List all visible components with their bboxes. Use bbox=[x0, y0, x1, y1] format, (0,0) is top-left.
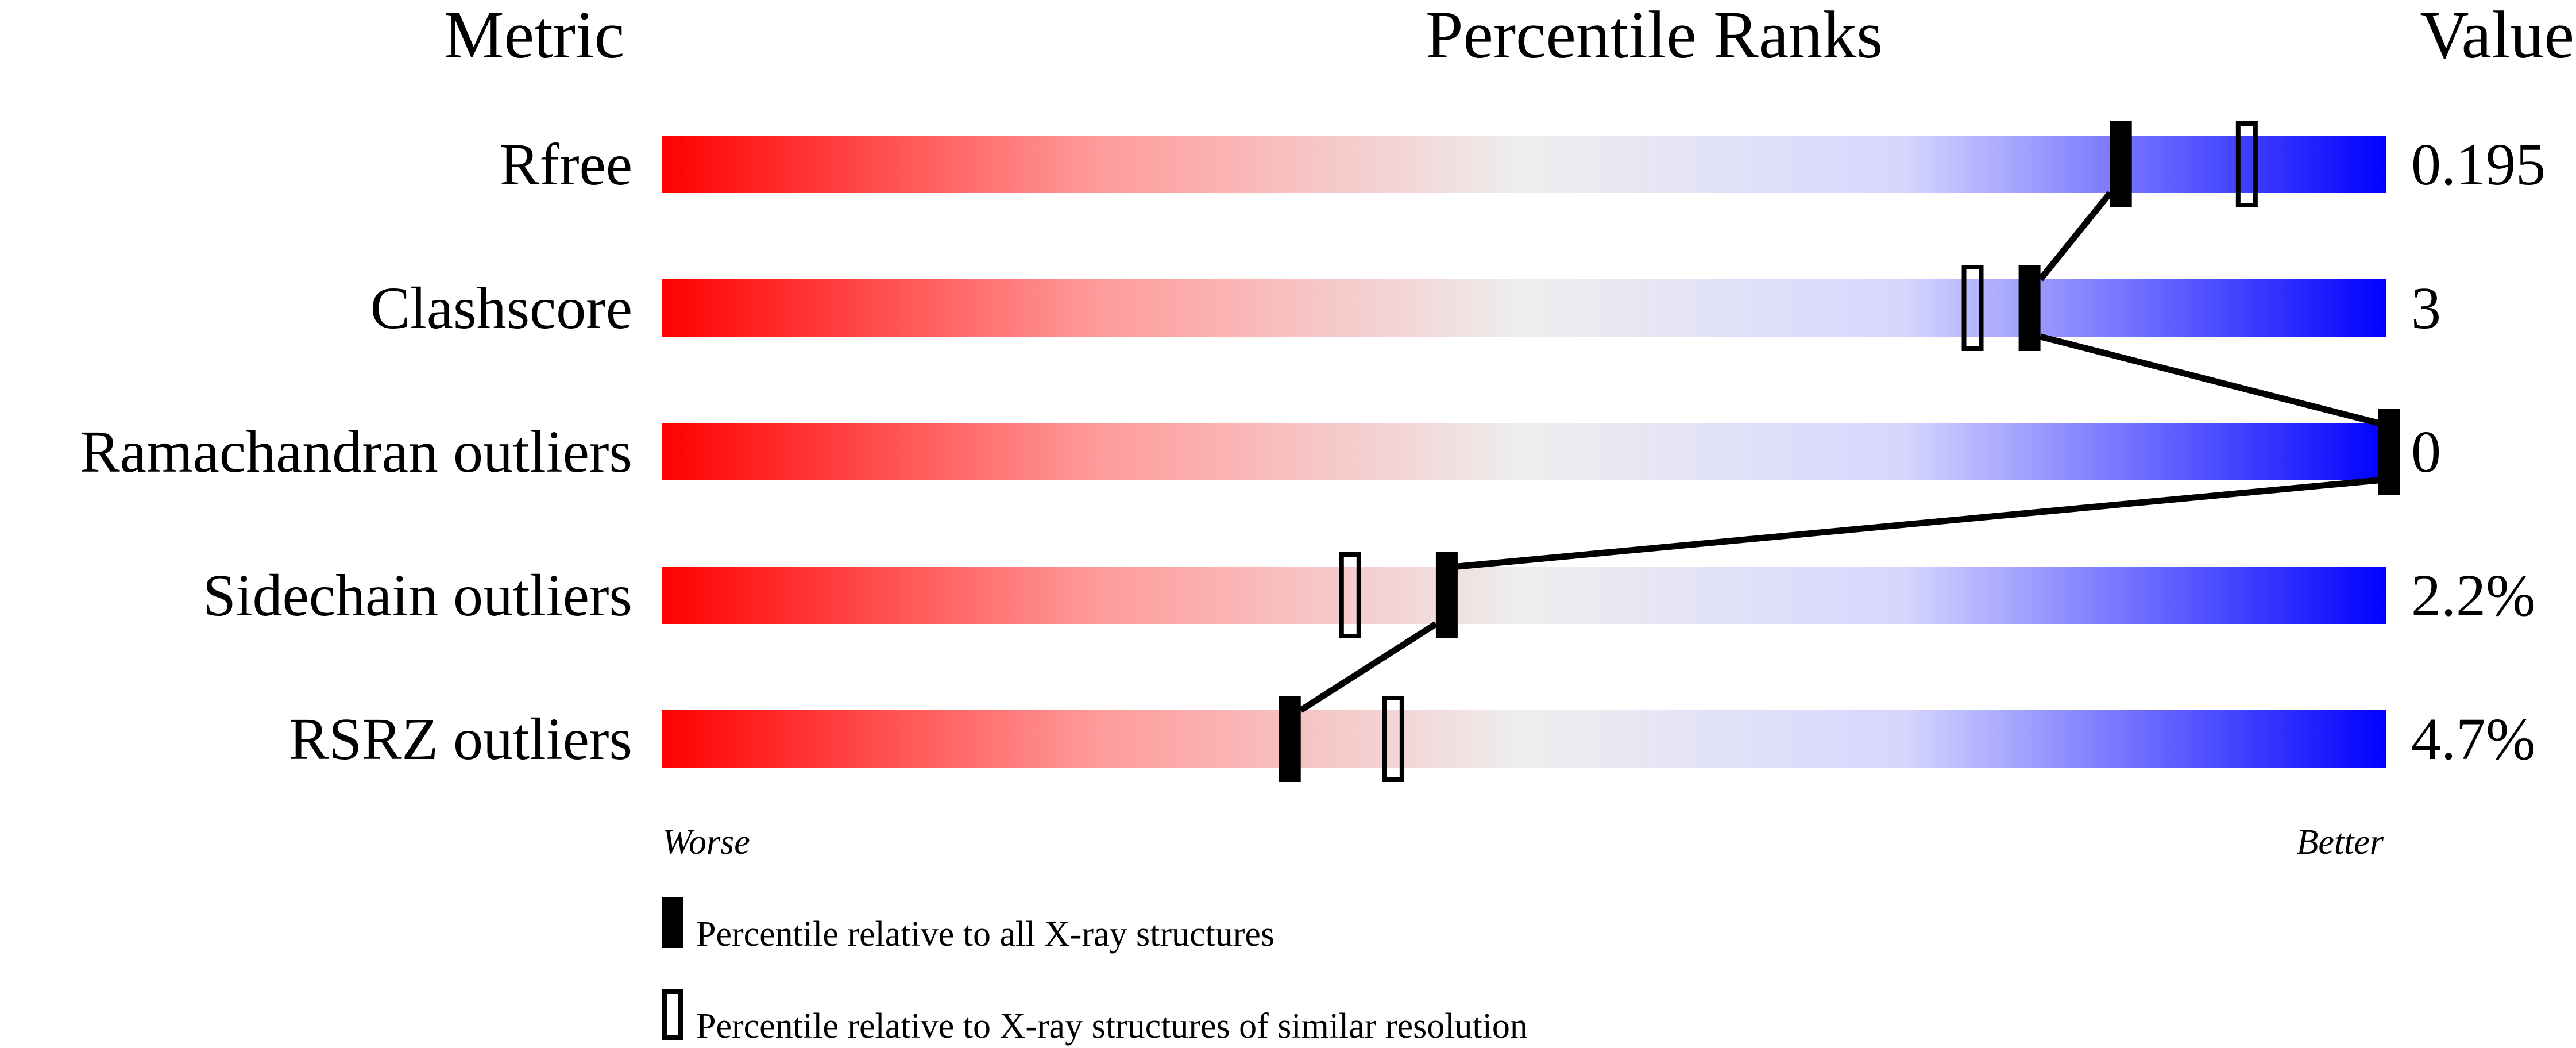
marker-all-structures bbox=[2378, 409, 2400, 495]
legend-label-similar: Percentile relative to X-ray structures … bbox=[696, 1007, 1528, 1046]
connector-line bbox=[2038, 191, 2112, 282]
metric-value: 4.7% bbox=[2411, 706, 2536, 772]
metric-value: 0 bbox=[2411, 419, 2441, 485]
marker-all-structures bbox=[2018, 265, 2041, 351]
metric-label: RSRZ outliers bbox=[289, 706, 632, 772]
metric-label: Sidechain outliers bbox=[203, 562, 632, 629]
connector-line bbox=[2040, 333, 2379, 426]
connector-line bbox=[1299, 621, 1438, 713]
legend-open-marker-icon bbox=[662, 989, 683, 1040]
metric-label: Rfree bbox=[500, 132, 632, 198]
percentile-bar bbox=[662, 136, 2386, 193]
legend-filled-marker-icon bbox=[662, 897, 683, 948]
percentile-ranks-header: Percentile Ranks bbox=[1426, 0, 1883, 72]
connector-line bbox=[1457, 477, 2378, 570]
value-header: Value bbox=[2420, 0, 2574, 72]
metric-value: 2.2% bbox=[2411, 562, 2536, 629]
metric-value: 0.195 bbox=[2411, 132, 2546, 198]
percentile-bar bbox=[662, 710, 2386, 768]
metric-header: Metric bbox=[444, 0, 625, 72]
marker-similar-resolution bbox=[1382, 696, 1404, 782]
marker-all-structures bbox=[2110, 121, 2132, 207]
legend-label-all: Percentile relative to all X-ray structu… bbox=[696, 915, 1275, 954]
metric-value: 3 bbox=[2411, 275, 2441, 341]
marker-similar-resolution bbox=[1339, 552, 1361, 638]
marker-all-structures bbox=[1279, 696, 1301, 782]
marker-all-structures bbox=[1435, 552, 1458, 638]
better-label: Better bbox=[2297, 823, 2384, 862]
marker-similar-resolution bbox=[2235, 121, 2258, 207]
percentile-bar bbox=[662, 279, 2386, 337]
percentile-bar bbox=[662, 567, 2386, 624]
metric-label: Clashscore bbox=[370, 275, 632, 341]
metric-label: Ramachandran outliers bbox=[80, 419, 632, 485]
percentile-bar bbox=[662, 423, 2386, 480]
marker-similar-resolution bbox=[1961, 265, 1984, 351]
worse-label: Worse bbox=[662, 823, 750, 862]
